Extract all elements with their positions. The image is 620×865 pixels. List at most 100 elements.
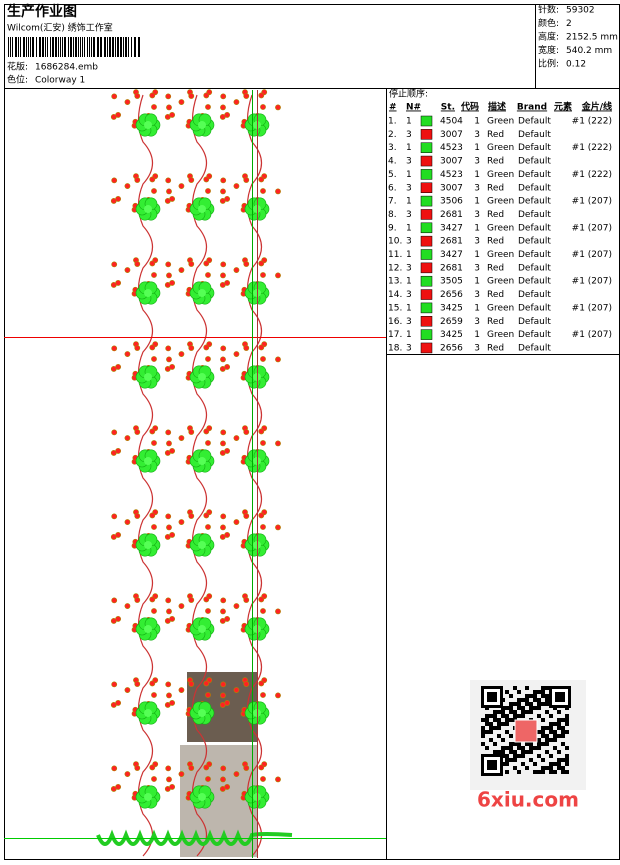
bud — [166, 188, 172, 195]
cell: Default — [518, 117, 551, 127]
qr-cell — [513, 710, 517, 714]
cell: #1 (222) — [572, 170, 612, 180]
qr-cell — [493, 742, 497, 746]
qr-cell — [493, 714, 497, 718]
cell: 3427 — [440, 250, 463, 260]
qr-cell — [501, 750, 505, 754]
cell: 3 — [406, 290, 412, 300]
bud — [220, 188, 226, 195]
bar — [97, 37, 99, 57]
qr-cell — [549, 738, 553, 742]
qr-cell — [553, 738, 557, 742]
cell: Default — [518, 183, 551, 193]
bud — [233, 687, 240, 693]
flower-center — [144, 625, 152, 633]
qr-cell — [513, 686, 517, 690]
bud — [258, 512, 265, 519]
qr-cell — [537, 706, 541, 710]
cell: 1 — [406, 117, 412, 127]
qr-cell — [485, 730, 489, 734]
bud — [275, 524, 281, 531]
qr-cell — [537, 770, 541, 774]
swatch — [420, 129, 433, 140]
bar — [8, 37, 9, 57]
bud — [260, 440, 266, 446]
bud — [178, 519, 185, 525]
bar — [52, 37, 54, 57]
cell: 1 — [474, 303, 480, 313]
qr-cell — [493, 726, 497, 730]
bar — [32, 37, 34, 57]
qr-cell — [497, 718, 501, 722]
bud — [178, 267, 185, 273]
bud — [149, 680, 156, 687]
qr-cell — [505, 690, 509, 694]
watermark: 6xiu.com — [477, 788, 579, 812]
bar — [131, 37, 132, 57]
qr-cell — [505, 758, 509, 762]
embroidery-preview — [4, 89, 386, 858]
qr-cell — [481, 718, 485, 722]
qr-cell — [517, 698, 521, 702]
cell: Red — [487, 183, 504, 193]
cell: Red — [487, 130, 504, 140]
qr-cell — [525, 698, 529, 702]
cell: 2. — [388, 130, 397, 140]
qr-cell — [565, 762, 569, 766]
flower-center — [198, 541, 206, 549]
design: 1686284.emb — [35, 63, 98, 73]
qr-cell — [545, 750, 549, 754]
qr-cell — [489, 726, 493, 730]
bud — [169, 280, 176, 286]
qr-cell — [497, 710, 501, 714]
cell: 3425 — [440, 330, 463, 340]
cell: 3 — [474, 290, 480, 300]
flower-center — [198, 625, 206, 633]
bud — [134, 429, 141, 435]
flower-center — [144, 121, 152, 129]
qr-cell — [529, 758, 533, 762]
bud — [115, 700, 122, 706]
qr-cell — [529, 706, 533, 710]
bud — [134, 177, 141, 183]
bud — [205, 356, 211, 362]
cell: Default — [518, 143, 551, 153]
qr-cell — [565, 770, 569, 774]
cell: 5. — [388, 170, 397, 180]
cell: 1 — [406, 197, 412, 207]
cell: 14. — [388, 290, 402, 300]
swatch — [420, 195, 433, 207]
qr-cell — [529, 710, 533, 714]
cell: Default — [518, 197, 551, 207]
cell: 1 — [406, 223, 412, 233]
qr-cell — [501, 710, 505, 714]
bud — [111, 93, 118, 100]
bud — [275, 776, 281, 783]
qr-cell — [541, 726, 545, 730]
bud — [165, 681, 172, 688]
bud — [205, 104, 211, 110]
qr-cell — [501, 722, 505, 726]
cell: 11. — [388, 250, 402, 260]
cell: Default — [518, 130, 551, 140]
bud — [258, 764, 265, 771]
flower-center — [198, 793, 206, 801]
bud — [165, 177, 172, 184]
label: 色位: — [7, 74, 28, 86]
bud — [205, 776, 211, 782]
qr-cell — [537, 738, 541, 742]
bud — [205, 272, 211, 278]
bud — [224, 532, 231, 538]
bud — [220, 356, 226, 363]
cell: 1 — [474, 330, 480, 340]
qr-cell — [537, 730, 541, 734]
qr-cell — [553, 734, 557, 738]
cell: Default — [518, 223, 551, 233]
flower-center — [144, 373, 152, 381]
bud — [243, 681, 250, 687]
qr-cell — [489, 722, 493, 726]
bar — [75, 37, 77, 57]
qr-cell — [565, 730, 569, 734]
bud — [134, 93, 141, 99]
flower-center — [198, 709, 206, 717]
